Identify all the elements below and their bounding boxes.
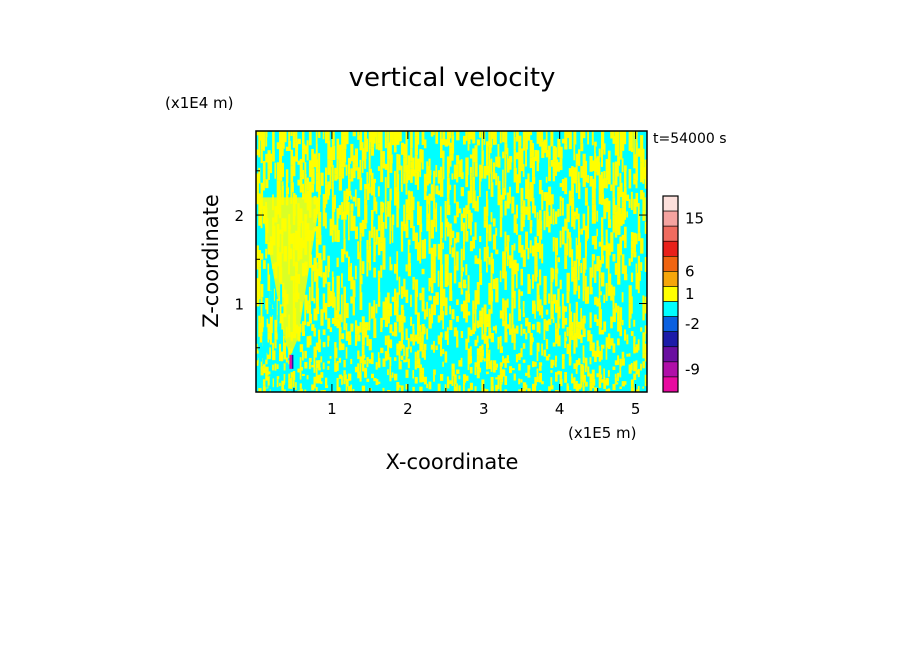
colorbar-swatch <box>662 195 679 212</box>
y-tick-label: 2 <box>234 207 244 225</box>
colorbar-swatch <box>662 210 679 227</box>
colorbar-swatch <box>662 256 679 272</box>
x-tick-label: 5 <box>631 400 641 418</box>
updraft-plume <box>259 197 321 357</box>
colorbar: 15 6 1 -2 -9 <box>662 195 704 393</box>
velocity-field <box>256 131 647 392</box>
colorbar-swatch <box>662 346 679 363</box>
colorbar-swatch <box>662 331 679 348</box>
x-tick-label: 3 <box>479 400 489 418</box>
axes: 1 2 3 4 5 1 2 <box>234 131 647 418</box>
y-tick-label: 1 <box>234 296 244 314</box>
colorbar-frame <box>662 195 679 393</box>
x-axis-label: X-coordinate <box>386 450 519 474</box>
x-unit-label: (x1E5 m) <box>568 424 637 442</box>
colorbar-swatch <box>662 240 679 257</box>
colorbar-swatch <box>662 301 679 317</box>
colorbar-tick-label: 6 <box>685 262 695 280</box>
colorbar-swatch <box>662 225 679 242</box>
colorbar-swatch <box>662 286 679 302</box>
x-tick-label: 2 <box>403 400 413 418</box>
colorbar-swatch <box>662 271 679 287</box>
colorbar-tick-label: 1 <box>685 285 695 303</box>
plot-frame <box>255 130 648 393</box>
x-tick-label: 4 <box>555 400 565 418</box>
colorbar-swatch <box>662 361 679 378</box>
colorbar-swatch <box>662 376 679 393</box>
colorbar-swatch <box>662 316 679 332</box>
colorbar-tick-label: -9 <box>685 360 700 378</box>
y-unit-label: (x1E4 m) <box>165 94 234 112</box>
y-axis-label: Z-coordinate <box>199 194 223 328</box>
plume-core <box>289 354 292 369</box>
colorbar-tick-label: 15 <box>685 210 704 228</box>
x-tick-label: 1 <box>327 400 337 418</box>
colorbar-tick-label: -2 <box>685 315 700 333</box>
time-label: t=54000 s <box>653 131 727 147</box>
chart-title: vertical velocity <box>349 63 556 93</box>
